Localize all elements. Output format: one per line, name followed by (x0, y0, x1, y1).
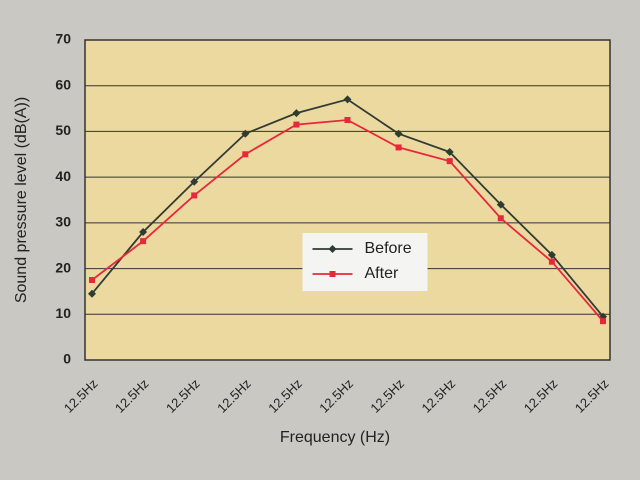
y-tick-label: 50 (55, 122, 71, 138)
point (343, 95, 352, 104)
x-tick-label: 12.5Hz (419, 376, 459, 416)
point (600, 318, 606, 325)
point (497, 215, 504, 222)
point (344, 117, 351, 123)
point (292, 109, 301, 118)
legend-box (302, 233, 428, 291)
legend-label: Before (365, 240, 412, 257)
legend-marker (328, 245, 337, 253)
point (191, 192, 198, 199)
point (139, 228, 148, 236)
point (547, 250, 556, 259)
point (190, 177, 199, 186)
x-tick-label: 12.5Hz (214, 376, 254, 416)
point (88, 289, 96, 298)
y-tick-label: 40 (55, 168, 71, 184)
plot-area (84, 39, 611, 361)
y-tick-label: 10 (55, 305, 71, 321)
y-axis-title: Sound pressure level (dB(A)) (13, 97, 30, 303)
point (242, 151, 249, 158)
point (140, 238, 147, 245)
x-axis-title: Frequency (Hz) (280, 429, 390, 446)
point (293, 121, 300, 128)
y-tick-label: 30 (55, 214, 71, 230)
point (548, 258, 555, 265)
point (445, 148, 454, 156)
point (395, 144, 402, 151)
y-tick-label: 0 (63, 351, 71, 367)
x-tick-label: 12.5Hz (163, 376, 203, 416)
y-tick-label: 20 (55, 259, 71, 275)
legend-marker (329, 271, 336, 277)
point (496, 200, 505, 209)
x-tick-label: 12.5Hz (265, 376, 305, 416)
x-tick-label: 12.5Hz (470, 376, 510, 416)
x-tick-label: 12.5Hz (316, 376, 356, 416)
point (89, 277, 95, 283)
point (446, 158, 453, 165)
point (394, 129, 403, 138)
y-tick-label: 60 (55, 76, 71, 92)
y-tick-label: 70 (55, 31, 71, 47)
x-tick-label: 12.5Hz (572, 376, 612, 416)
x-tick-label: 12.5Hz (112, 376, 152, 416)
x-tick-label: 12.5Hz (367, 376, 407, 416)
x-tick-label: 12.5Hz (521, 376, 561, 416)
x-tick-label: 12.5Hz (61, 376, 101, 416)
legend-label: After (365, 265, 399, 282)
point (241, 129, 250, 138)
